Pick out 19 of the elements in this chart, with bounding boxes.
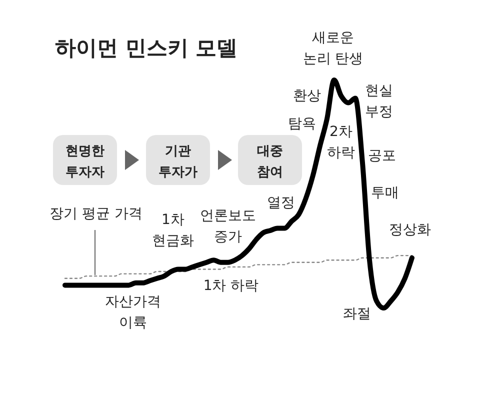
annotation: 1차 현금화 — [152, 212, 194, 249]
text: 새로운 논리 탄생 — [302, 30, 364, 67]
annotation: 환상 — [293, 88, 321, 104]
annotation: 투매 — [371, 185, 399, 201]
annotation: 대중 참여 — [257, 144, 283, 180]
annotation: 현실 부정 — [365, 83, 393, 120]
annotation: 1차 하락 — [203, 278, 259, 294]
annotation: 공포 — [368, 148, 396, 164]
annotation: 기관 투자가 — [158, 144, 198, 180]
annotation: 장기 평균 가격 — [50, 206, 142, 222]
annotation: 좌절 — [343, 306, 371, 322]
annotation: 2차 하락 — [327, 124, 355, 161]
annotation: 정상화 — [389, 222, 431, 238]
annotation: 열정 — [267, 195, 295, 211]
annotation: 자산가격 이륙 — [105, 294, 161, 331]
annotation: 탐욕 — [288, 116, 316, 132]
chart-title: 하이먼 민스키 모델 — [55, 36, 238, 60]
annotation: 현명한 투자자 — [66, 144, 104, 180]
annotation: 언론보도 증가 — [200, 208, 256, 245]
